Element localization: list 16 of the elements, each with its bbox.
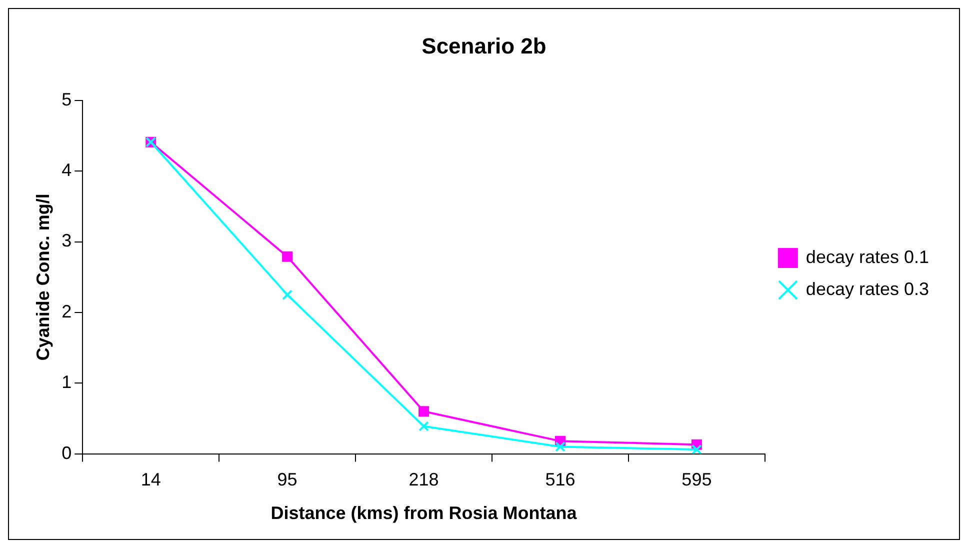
y-tick-label: 1 (62, 372, 72, 392)
y-tick-label: 5 (62, 89, 72, 110)
x-tick-label: 95 (277, 470, 298, 490)
x-tick-label: 218 (408, 470, 439, 490)
y-tick-label: 4 (62, 160, 72, 180)
y-axis-title: Cyanide Conc. mg/l (32, 194, 53, 361)
legend-label: decay rates 0.1 (806, 246, 930, 267)
legend-label: decay rates 0.3 (806, 278, 930, 299)
y-tick-label: 0 (62, 442, 72, 463)
y-tick-label: 2 (62, 301, 72, 322)
chart-title: Scenario 2b (422, 33, 546, 58)
x-tick-label: 14 (140, 470, 161, 490)
x-axis-title: Distance (kms) from Rosia Montana (270, 503, 578, 524)
x-tick-label: 516 (545, 470, 576, 490)
x-tick-label: 595 (682, 470, 712, 490)
y-tick-label: 3 (62, 230, 72, 251)
